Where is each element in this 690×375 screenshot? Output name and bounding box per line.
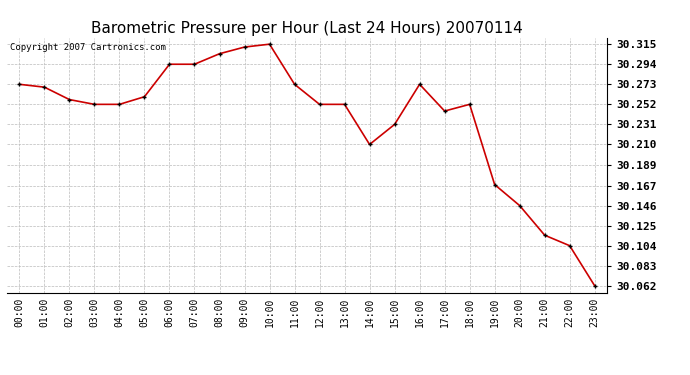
Title: Barometric Pressure per Hour (Last 24 Hours) 20070114: Barometric Pressure per Hour (Last 24 Ho… (91, 21, 523, 36)
Text: Copyright 2007 Cartronics.com: Copyright 2007 Cartronics.com (10, 43, 166, 52)
